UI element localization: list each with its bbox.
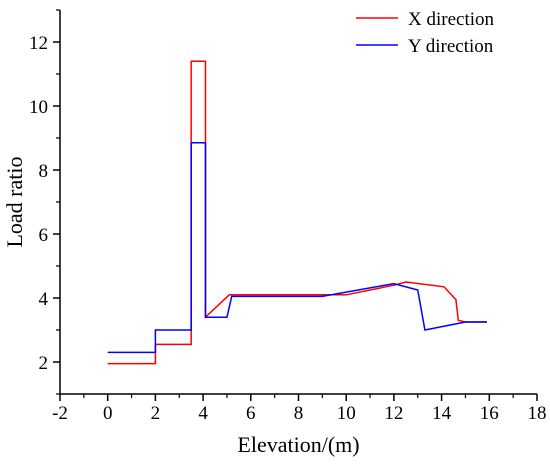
y-tick-label: 6 [39, 225, 49, 246]
x-tick-label: 4 [198, 403, 208, 424]
y-tick-label: 12 [29, 33, 48, 54]
y-tick-label: 8 [39, 161, 49, 182]
x-tick-label: 10 [337, 403, 356, 424]
x-tick-label: 16 [480, 403, 499, 424]
x-tick-label: 8 [294, 403, 304, 424]
series-line-y-direction [107, 142, 487, 354]
legend: X direction Y direction [356, 9, 495, 57]
plot-lines [107, 60, 487, 365]
y-tick-label: 2 [39, 353, 49, 374]
x-tick-label: 6 [246, 403, 256, 424]
x-axis-title: Elevation/(m) [237, 432, 359, 457]
series-line-x-direction [107, 60, 487, 365]
x-tick-label: 2 [151, 403, 161, 424]
x-tick-label: 0 [103, 403, 113, 424]
x-tick-label: 18 [528, 403, 547, 424]
y-axis-title: Load ratio [2, 156, 27, 247]
x-tick-label: -2 [52, 403, 68, 424]
axes [59, 10, 537, 395]
y-tick-label: 10 [29, 97, 48, 118]
x-tick-label: 12 [384, 403, 403, 424]
legend-label-y-direction: Y direction [408, 36, 494, 57]
ticks: -2 0 2 4 6 8 10 12 14 16 18 2 4 6 8 10 12 [29, 9, 547, 424]
x-tick-label: 14 [432, 403, 452, 424]
legend-label-x-direction: X direction [408, 9, 495, 30]
y-tick-label: 4 [39, 289, 49, 310]
